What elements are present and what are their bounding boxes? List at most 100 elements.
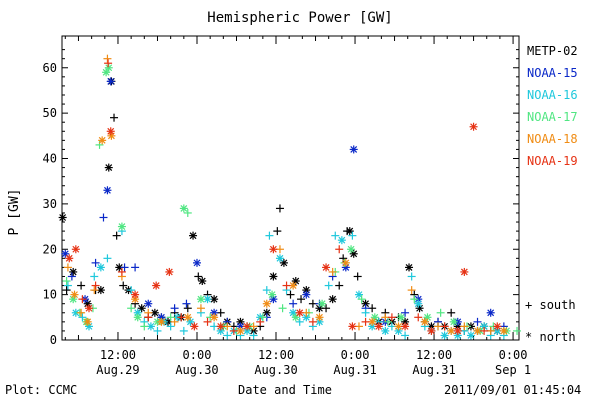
data-point-north xyxy=(397,313,406,322)
data-point-south xyxy=(203,317,212,326)
data-point-north xyxy=(58,213,67,222)
data-point-south xyxy=(229,326,238,335)
data-point-north xyxy=(190,322,199,331)
data-point-south xyxy=(361,317,370,326)
data-point-south xyxy=(328,267,337,276)
data-point-north xyxy=(349,145,358,154)
data-point-south xyxy=(383,317,392,326)
x-tick-label: Aug.31 xyxy=(412,363,455,377)
data-point-south xyxy=(407,272,416,281)
data-point-north xyxy=(460,267,469,276)
x-tick-label: Aug.30 xyxy=(175,363,218,377)
data-point-north xyxy=(65,254,74,263)
plus-marker-icon: + xyxy=(525,298,533,312)
data-point-south xyxy=(177,313,186,322)
data-point-south xyxy=(223,331,232,340)
data-point-north xyxy=(115,263,124,272)
data-point-south xyxy=(436,308,445,317)
data-point-south xyxy=(67,272,76,281)
data-point-south xyxy=(348,231,357,240)
data-point-south xyxy=(194,272,203,281)
data-point-north xyxy=(414,299,423,308)
data-point-south xyxy=(127,286,136,295)
data-point-south xyxy=(513,326,522,335)
data-point-south xyxy=(166,322,175,331)
legend-item: NOAA-18 xyxy=(527,132,578,146)
data-point-south xyxy=(289,299,298,308)
data-point-north xyxy=(104,63,113,72)
data-point-south xyxy=(62,277,71,286)
data-point-north xyxy=(315,313,324,322)
y-axis-label: P [GW] xyxy=(7,189,22,236)
data-point-north xyxy=(368,317,377,326)
data-point-south xyxy=(361,308,370,317)
data-point-north xyxy=(328,295,337,304)
data-point-south xyxy=(170,304,179,313)
data-point-south xyxy=(262,286,271,295)
y-tick-label: 10 xyxy=(43,288,57,302)
data-point-north xyxy=(196,295,205,304)
y-tick-label: 0 xyxy=(50,333,57,347)
data-point-north xyxy=(295,308,304,317)
legend-item: NOAA-17 xyxy=(527,110,578,124)
data-point-north xyxy=(210,295,219,304)
x-tick-label: 0:00 xyxy=(183,348,212,362)
data-point-north xyxy=(269,245,278,254)
data-point-north xyxy=(493,322,502,331)
data-point-north xyxy=(447,326,456,335)
data-point-south xyxy=(183,304,192,313)
data-point-south xyxy=(99,213,108,222)
x-tick-label: Aug.29 xyxy=(96,363,139,377)
data-point-north xyxy=(449,317,458,326)
data-point-north xyxy=(144,299,153,308)
data-point-south xyxy=(322,304,331,313)
data-point-north xyxy=(70,290,79,299)
data-point-north xyxy=(322,263,331,272)
data-point-south xyxy=(112,231,121,240)
data-point-north xyxy=(401,322,410,331)
data-point-south xyxy=(63,281,72,290)
data-point-south xyxy=(473,317,482,326)
plot-credit: Plot: CCMC xyxy=(5,383,78,397)
data-point-south xyxy=(183,208,192,217)
data-point-north xyxy=(318,299,327,308)
data-point-north xyxy=(107,131,116,140)
data-point-north xyxy=(192,258,201,267)
data-point-north xyxy=(98,136,107,145)
y-tick-label: 50 xyxy=(43,106,57,120)
data-point-south xyxy=(179,326,188,335)
data-point-south xyxy=(401,308,410,317)
data-point-north xyxy=(341,258,350,267)
data-point-south xyxy=(110,113,119,122)
data-point-north xyxy=(374,322,383,331)
data-point-north xyxy=(243,322,252,331)
data-point-south xyxy=(440,322,449,331)
data-point-south xyxy=(265,231,274,240)
data-point-north xyxy=(381,326,390,335)
asterisk-marker-icon: * xyxy=(525,330,533,344)
data-point-north xyxy=(117,222,126,231)
data-point-south xyxy=(140,322,149,331)
data-point-south xyxy=(90,272,99,281)
data-point-north xyxy=(427,326,436,335)
data-point-north xyxy=(210,313,219,322)
y-tick-label: 30 xyxy=(43,197,57,211)
data-point-south xyxy=(357,295,366,304)
data-point-south xyxy=(249,331,258,340)
data-point-south xyxy=(295,317,304,326)
data-point-south xyxy=(91,281,100,290)
data-point-south xyxy=(278,304,287,313)
legend-item: METP-02 xyxy=(527,44,578,58)
page-title: Hemispheric Power [GW] xyxy=(207,10,393,26)
data-point-south xyxy=(353,272,362,281)
data-point-north xyxy=(420,317,429,326)
data-point-north xyxy=(275,254,284,263)
data-point-south xyxy=(63,263,72,272)
data-point-north xyxy=(269,272,278,281)
x-tick-label: Aug.31 xyxy=(333,363,376,377)
data-point-south xyxy=(166,313,175,322)
data-point-north xyxy=(106,77,115,86)
data-point-north xyxy=(84,304,93,313)
data-point-south xyxy=(77,308,86,317)
